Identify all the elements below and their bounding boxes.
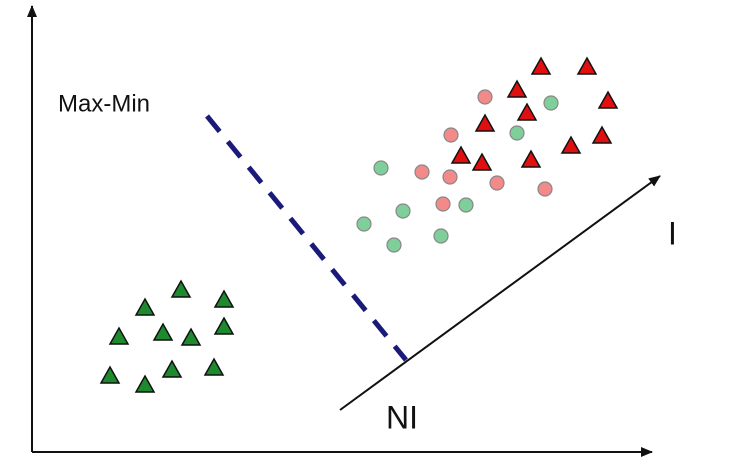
- green-triangle: [99, 365, 121, 384]
- green-circle: [433, 228, 449, 244]
- red-triangle: [471, 152, 493, 171]
- green-triangle: [213, 316, 235, 335]
- max-min-label: Max-Min: [58, 90, 150, 117]
- max-min-line: [205, 114, 408, 362]
- green-circle: [356, 216, 372, 232]
- red-triangle: [520, 149, 542, 168]
- red-circle: [537, 181, 553, 197]
- green-circle: [373, 160, 389, 176]
- green-triangle: [108, 326, 130, 345]
- green-triangle: [170, 279, 192, 298]
- red-circle: [477, 89, 493, 105]
- green-triangle: [203, 357, 225, 376]
- green-circle: [458, 197, 474, 213]
- green-triangle: [180, 327, 202, 346]
- i-label: I: [668, 215, 677, 251]
- green-circle: [509, 125, 525, 141]
- green-triangle: [152, 322, 174, 341]
- green-circle: [395, 203, 411, 219]
- green-circle: [543, 95, 559, 111]
- red-triangle: [474, 113, 496, 132]
- ni-i-axis: [339, 175, 661, 411]
- red-triangle: [450, 145, 472, 164]
- red-triangle: [597, 90, 619, 109]
- green-triangle: [213, 289, 235, 308]
- ni-label: NI: [386, 399, 418, 435]
- points: [99, 56, 619, 393]
- red-triangle: [560, 135, 582, 154]
- green-triangle: [134, 297, 156, 316]
- red-triangle: [576, 56, 598, 75]
- red-circle: [442, 169, 458, 185]
- red-triangle: [506, 79, 528, 98]
- red-circle: [489, 175, 505, 191]
- red-circle: [414, 164, 430, 180]
- red-triangle: [516, 102, 538, 121]
- green-triangle: [161, 359, 183, 378]
- red-triangle: [530, 56, 552, 75]
- green-circle: [386, 237, 402, 253]
- red-circle: [435, 196, 451, 212]
- green-triangle: [134, 374, 156, 393]
- red-circle: [443, 127, 459, 143]
- red-triangle: [591, 125, 613, 144]
